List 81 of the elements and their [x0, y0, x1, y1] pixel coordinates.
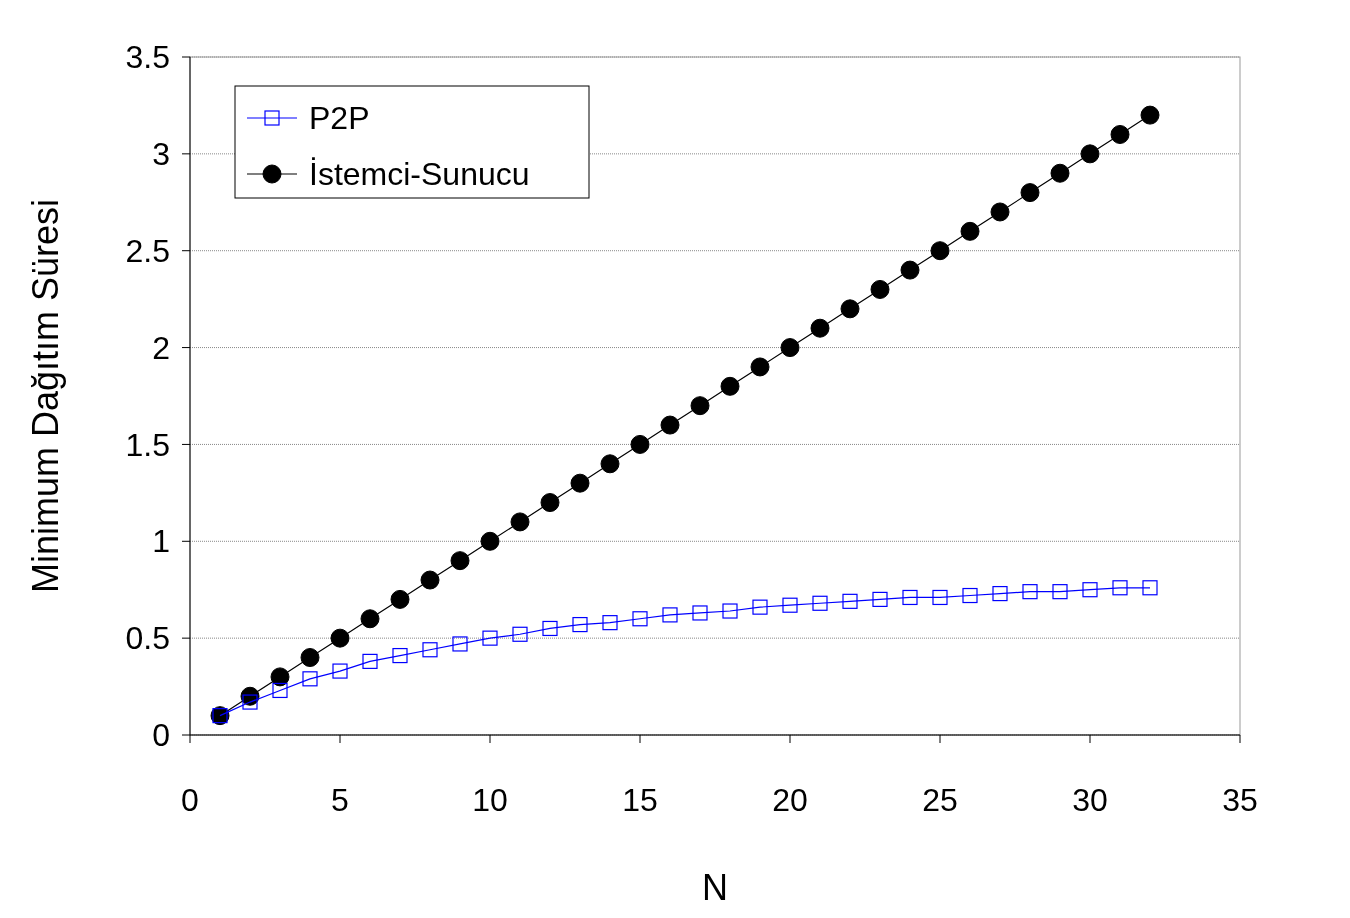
point	[422, 642, 438, 658]
x-tick-label: 5	[331, 782, 349, 818]
point	[600, 454, 620, 474]
point	[300, 648, 320, 668]
legend-label: P2P	[309, 100, 370, 137]
point	[750, 357, 770, 377]
y-tick-label: 0.5	[125, 620, 170, 657]
point	[872, 591, 888, 607]
point	[632, 611, 648, 627]
x-tick-label: 30	[1072, 782, 1108, 818]
point	[840, 299, 860, 319]
point	[1140, 105, 1160, 125]
point	[990, 202, 1010, 222]
point	[900, 260, 920, 280]
point	[420, 570, 440, 590]
point	[810, 318, 830, 338]
point	[242, 694, 258, 710]
point	[1110, 124, 1130, 144]
point	[272, 682, 288, 699]
point	[870, 279, 890, 299]
point	[932, 589, 948, 606]
y-tick-label: 1	[152, 523, 170, 560]
point	[542, 620, 558, 637]
point	[452, 636, 468, 652]
point	[630, 434, 650, 454]
point	[1082, 582, 1098, 598]
point	[332, 663, 348, 679]
point	[1020, 183, 1040, 203]
point	[1080, 144, 1100, 164]
point	[450, 551, 470, 571]
x-tick-label: 15	[622, 782, 658, 818]
point	[962, 587, 978, 604]
y-tick-label: 2.5	[125, 232, 170, 269]
point	[842, 593, 858, 609]
y-tick-label: 3	[152, 136, 170, 173]
y-tick-label: 1.5	[125, 426, 170, 463]
point	[1112, 580, 1128, 596]
point	[512, 626, 528, 642]
point	[362, 653, 378, 669]
point	[960, 221, 980, 241]
legend-label: İstemci-Sunucu	[309, 156, 530, 193]
point	[270, 667, 290, 687]
point	[930, 241, 950, 261]
point	[392, 647, 408, 664]
point	[812, 595, 828, 611]
x-axis-title: N	[702, 867, 728, 908]
y-tick-label: 3.5	[125, 39, 170, 76]
y-tick-label: 2	[152, 329, 170, 366]
point	[1050, 163, 1070, 183]
point	[510, 512, 530, 532]
point	[692, 605, 708, 621]
x-tick-label: 20	[772, 782, 808, 818]
x-tick-label: 0	[181, 782, 199, 818]
x-tick-label: 35	[1222, 782, 1258, 818]
point	[662, 607, 678, 623]
point	[570, 473, 590, 493]
point	[720, 376, 740, 396]
y-tick-label: 0	[152, 717, 170, 754]
x-tick-label: 25	[922, 782, 958, 818]
point	[780, 338, 800, 358]
point	[782, 597, 798, 613]
point	[330, 628, 350, 648]
point	[482, 630, 498, 646]
point	[752, 599, 768, 615]
point	[722, 603, 738, 619]
point	[992, 585, 1008, 602]
point	[660, 415, 680, 435]
x-tick-label: 10	[472, 782, 508, 818]
point	[390, 589, 410, 609]
y-axis-title: Minimum Dağıtım Süresi	[25, 198, 66, 594]
point	[480, 531, 500, 551]
point	[540, 493, 560, 513]
point	[360, 609, 380, 629]
point	[302, 671, 318, 687]
point	[902, 589, 918, 606]
point	[1022, 584, 1038, 600]
point	[690, 396, 710, 416]
point	[572, 616, 588, 633]
point	[1052, 584, 1068, 600]
point	[602, 615, 618, 631]
point	[1142, 580, 1158, 596]
